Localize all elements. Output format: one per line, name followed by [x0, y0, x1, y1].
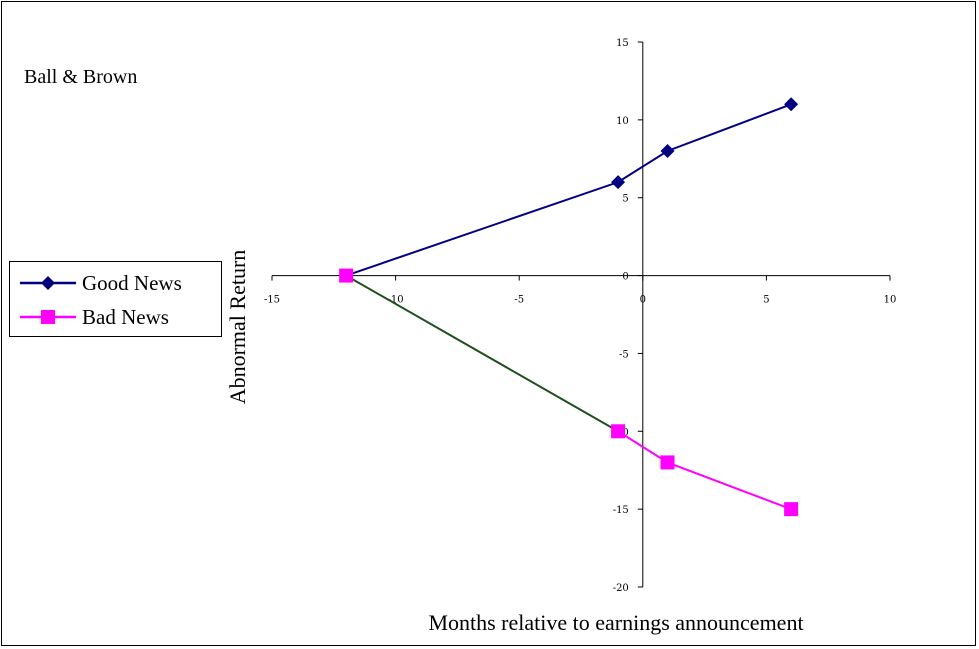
data-point-good-news [784, 97, 799, 112]
legend: Good News Bad News [9, 261, 222, 337]
y-axis-title: Abnormal Return [225, 250, 250, 405]
y-tick-label: 0 [622, 272, 628, 283]
legend-swatch-good-news [20, 276, 76, 290]
data-point-bad-news [784, 502, 799, 517]
x-tick-label: -15 [264, 295, 280, 306]
legend-swatch-bad-news [20, 310, 76, 324]
series-line-good-news [345, 103, 792, 277]
x-tick-label: 0 [640, 295, 646, 306]
series-connector-line [345, 274, 619, 433]
x-tick-label: 10 [884, 295, 897, 306]
y-tick-label: -5 [619, 349, 629, 360]
x-tick-label: -5 [514, 295, 524, 306]
x-axis-title: Months relative to earnings announcement [428, 610, 803, 635]
legend-item-good-news: Good News [18, 268, 182, 298]
series-line-bad-news [617, 430, 792, 511]
legend-label-bad-news: Bad News [82, 304, 169, 329]
chart-title: Ball & Brown [24, 66, 138, 88]
legend-label-good-news: Good News [82, 270, 182, 295]
y-tick-label: -15 [613, 505, 629, 516]
x-tick-label: 5 [763, 295, 769, 306]
data-point-good-news [660, 144, 675, 158]
series-layer [339, 97, 799, 517]
data-point-bad-news [660, 455, 675, 470]
y-tick-label: 10 [616, 116, 629, 127]
data-point-good-news [611, 175, 626, 190]
data-point-bad-news [339, 268, 354, 283]
legend-item-bad-news: Bad News [18, 302, 169, 332]
y-tick-label: -20 [613, 583, 629, 594]
y-tick-label: 5 [622, 194, 628, 205]
x-tick-label: -10 [388, 295, 404, 306]
y-tick-label: 15 [616, 38, 629, 49]
data-point-bad-news [611, 424, 626, 439]
